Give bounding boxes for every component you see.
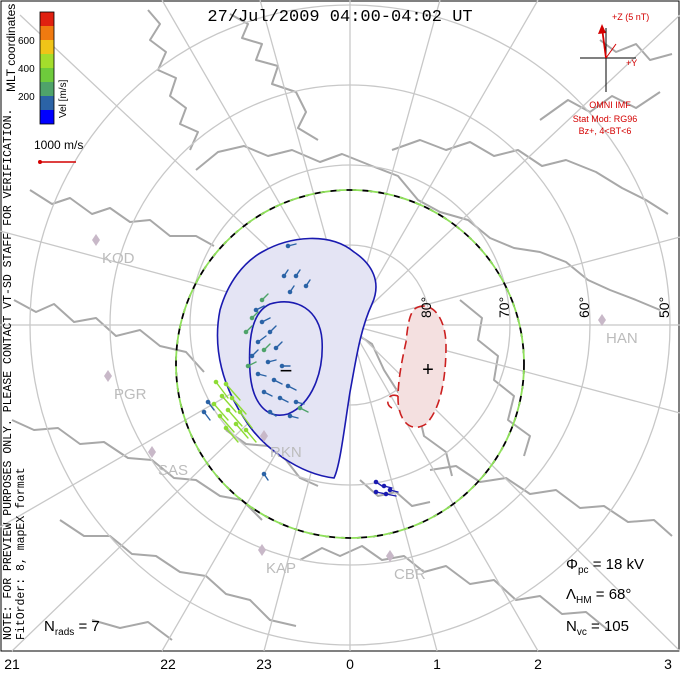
stat-lambda-hm: ΛHM = 68° [566, 586, 632, 606]
colorbar-swatch-1 [40, 110, 54, 124]
colorbar-swatch-6 [40, 40, 54, 54]
vector-group-green [243, 293, 309, 413]
mlt-tick-21: 21 [4, 656, 20, 672]
radar-site-han [598, 314, 606, 326]
vector-group-dawn [373, 479, 399, 497]
positive-cell-marker: + [422, 359, 434, 381]
mlt-tick-3: 3 [664, 656, 672, 672]
vector-group-lightgreen [211, 379, 257, 443]
vector-group-blue [201, 243, 311, 481]
radar-site-cbr [386, 550, 394, 562]
colorbar-swatch-8 [40, 12, 54, 26]
scale-vector [38, 160, 76, 164]
radar-site-rkn [260, 430, 268, 442]
colorbar-swatch-2 [40, 96, 54, 110]
lat-label-50: 50° [656, 296, 672, 318]
positive-cell [397, 305, 447, 429]
lat-label-70: 70° [496, 296, 512, 318]
mlt-tick-23: 23 [256, 656, 272, 672]
radar-sites [92, 234, 606, 562]
colorbar [39, 11, 55, 125]
radar-label-pgr: PGR [114, 386, 147, 403]
radar-label-kod: KOD [102, 250, 135, 267]
positive-cell-hook [386, 394, 399, 409]
coordinates-label: MLT coordinates [4, 3, 18, 92]
radar-label-han: HAN [606, 330, 638, 347]
imf-y-label: +Y [626, 58, 638, 68]
colorbar-tick-400: 400 [18, 64, 35, 75]
stat-n-rads: Nrads = 7 [44, 618, 100, 638]
radar-label-cbr: CBR [394, 566, 426, 583]
imf-source: OMNI IMF [589, 100, 631, 110]
mlt-tick-2: 2 [534, 656, 542, 672]
colorbar-tick-600: 600 [18, 36, 35, 47]
colorbar-swatch-5 [40, 54, 54, 68]
preview-note: NOTE: FOR PREVIEW PURPOSES ONLY. PLEASE … [2, 108, 28, 640]
colorbar-swatch-4 [40, 68, 54, 82]
colorbar-tick-200: 200 [18, 92, 35, 103]
lat-label-60: 60° [576, 296, 592, 318]
mlt-tick-1: 1 [433, 656, 441, 672]
stat-phi-pc: Φpc = 18 kV [566, 556, 644, 576]
velocity-vectors [201, 243, 399, 497]
lat-label-80: 80° [418, 296, 434, 318]
radar-site-kap [258, 544, 266, 556]
colorbar-swatch-3 [40, 82, 54, 96]
radar-site-pgr [104, 370, 112, 382]
plot-frame [0, 0, 680, 652]
negative-cell-marker: − [280, 358, 293, 383]
imf-z-label: +Z (5 nT) [612, 12, 650, 22]
map-title: 27/Jul/2009 04:00-04:02 UT [207, 8, 473, 27]
colorbar-swatch-7 [40, 26, 54, 40]
negative-cell-outer [216, 237, 377, 479]
stat-n-vc: Nvc = 105 [566, 618, 629, 638]
radar-site-kod [92, 234, 100, 246]
radar-label-kap: KAP [266, 560, 297, 577]
imf-condition: Bz+, 4<BT<6 [578, 126, 632, 136]
hm-boundary [175, 189, 525, 539]
negative-cell-inner [248, 300, 323, 416]
imf-dial [580, 24, 636, 92]
mlt-tick-22: 22 [160, 656, 176, 672]
radar-label-sas: SAS [158, 462, 189, 479]
radar-site-sas [148, 446, 156, 458]
colorbar-title: Vel [m/s] [58, 79, 69, 118]
mlt-tick-0: 0 [346, 656, 354, 672]
scale-vector-label: 1000 m/s [34, 138, 84, 152]
imf-stat-mod: Stat Mod: RG96 [572, 114, 638, 124]
radar-label-rkn: RKN [270, 444, 302, 461]
